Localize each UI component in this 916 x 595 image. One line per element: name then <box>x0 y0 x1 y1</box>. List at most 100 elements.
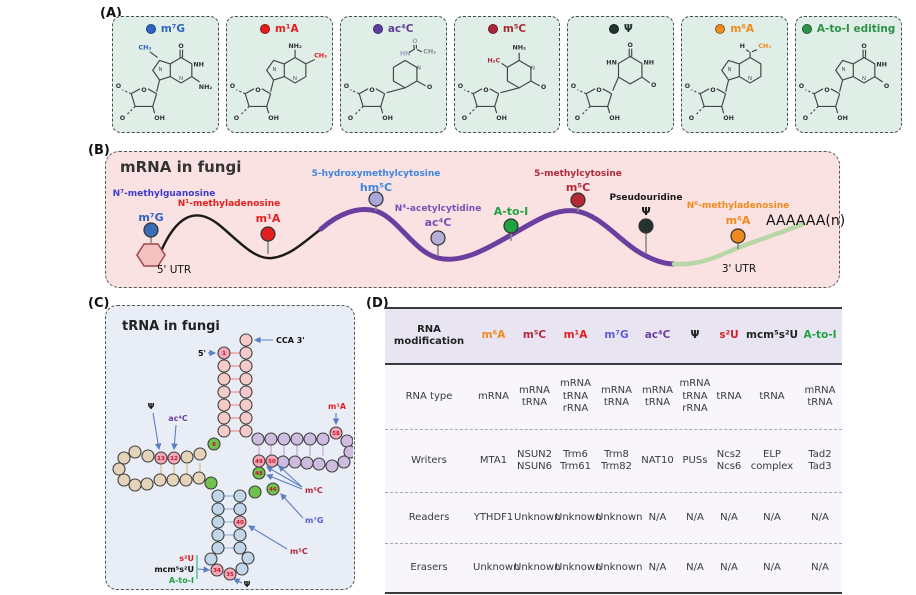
t-arm <box>251 426 357 473</box>
panel-d-modification-table: RNA modification m⁶A m⁵C m¹A m⁷G ac⁴C Ψ … <box>385 307 842 594</box>
table-row-readers: Readers YTHDF1 Unknown Unknown Unknown N… <box>385 493 842 544</box>
ac4c-label: ac⁴C <box>168 414 188 423</box>
svg-text:OH: OH <box>154 115 165 122</box>
mark-label-full: N⁷-methylguanosine <box>112 189 216 199</box>
card-header: m⁷G <box>113 21 218 37</box>
table-cell: N/A <box>811 561 829 573</box>
m6a-circle <box>730 228 746 244</box>
svg-text:O: O <box>685 83 691 90</box>
svg-text:46: 46 <box>269 487 277 493</box>
svg-text:O: O <box>799 83 805 90</box>
table-cell: Unknown <box>514 561 561 573</box>
m7g-label: m⁷G <box>305 516 323 525</box>
panel-c-title: tRNA in fungi <box>122 319 220 334</box>
svg-text:O: O <box>412 38 418 45</box>
modified-green-circle <box>204 476 218 490</box>
table-cell: N/A <box>720 561 738 573</box>
table-cell: PUSs <box>682 454 708 466</box>
table-cell: mRNA tRNA rRNA <box>559 378 591 415</box>
svg-text:O: O <box>427 84 433 91</box>
panel-b-title: mRNA in fungi <box>120 158 242 176</box>
mark-label-short: Ψ <box>641 205 651 218</box>
mark-label-full: N⁴-acetylcytidine <box>394 204 482 214</box>
three-utr-label: 3' UTR <box>721 263 757 275</box>
table-row-writers: Writers MTA1 NSUN2 NSUN6 Trm6 Trm61 Trm8… <box>385 430 842 493</box>
mark-label-full: 5-methylcytosine <box>534 169 622 179</box>
svg-text:O: O <box>540 84 546 91</box>
svg-text:NH₂: NH₂ <box>288 43 302 50</box>
header-cell: ac⁴C <box>644 329 671 342</box>
m1a-label: m¹A <box>328 402 347 411</box>
table-cell: N/A <box>686 561 704 573</box>
svg-text:O: O <box>575 115 581 122</box>
table-cell: NAT10 <box>641 454 674 466</box>
trna-cloverleaf-graphic: 1 8 12 13 58 50 49 48 46 40 34 35 tRNA i… <box>112 319 357 589</box>
svg-text:40: 40 <box>236 520 244 526</box>
table-cell: Unknown <box>473 561 520 573</box>
svg-text:O: O <box>141 87 147 94</box>
row-label: Writers <box>411 454 447 466</box>
m5c-circle <box>570 192 586 208</box>
table-cell: Unknown <box>514 511 561 523</box>
svg-text:O: O <box>571 83 577 90</box>
mark-label-full: N⁶-methyladenosine <box>686 201 790 211</box>
hm5c-circle <box>368 191 384 207</box>
table-cell: mRNA tRNA <box>804 384 836 409</box>
mark-label-short: m⁶A <box>725 214 751 227</box>
header-cell: RNA modification <box>393 323 465 348</box>
svg-text:O: O <box>230 83 236 90</box>
base-pair-lines <box>160 352 324 549</box>
m1a-circle <box>260 226 276 242</box>
svg-text:O: O <box>344 83 350 90</box>
svg-text:48: 48 <box>255 471 263 477</box>
svg-text:N: N <box>293 76 297 82</box>
table-cell: mRNA <box>477 390 509 402</box>
cca-label: CCA 3' <box>276 336 305 345</box>
m1a-label: m¹A <box>274 23 299 35</box>
svg-text:HN: HN <box>607 59 618 66</box>
svg-text:35: 35 <box>226 572 234 578</box>
m7g-label: m⁷G <box>160 23 186 35</box>
poly-a-tail-label: AAAAAA(n) <box>766 213 846 229</box>
mark-label-full: 5-hydroxymethylcytosine <box>311 169 441 179</box>
mark-label-short: m⁵C <box>565 181 591 194</box>
svg-text:O: O <box>597 87 603 94</box>
s2u-label: s²U <box>179 554 194 563</box>
svg-text:N: N <box>862 76 866 82</box>
svg-text:HN: HN <box>400 51 411 58</box>
svg-text:49: 49 <box>255 459 263 465</box>
mark-label-short: m¹A <box>255 212 281 225</box>
svg-text:O: O <box>628 42 634 49</box>
panel-b-mrna-map: mRNA in fungi N⁷-methylguanosine m⁷G N¹-… <box>105 151 845 288</box>
table-cell: tRNA <box>759 390 785 402</box>
m5c-t-label: m⁵C <box>305 486 323 495</box>
m5c-label: m⁵C <box>502 23 527 35</box>
svg-text:O: O <box>234 115 240 122</box>
svg-text:O: O <box>461 115 467 122</box>
table-cell: YTHDF1 <box>473 511 514 523</box>
modification-card-ac4c: ac⁴C O OH O O HN O CH₃ N <box>339 16 447 133</box>
card-header: m⁶A <box>682 21 787 37</box>
table-cell: Trm8 Trm82 <box>600 448 633 473</box>
header-cell: Ψ <box>690 329 700 342</box>
atoi-structure: O OH O O O NH O N N <box>799 43 890 122</box>
svg-text:NH₂: NH₂ <box>199 84 213 91</box>
five-utr-label: 5' UTR <box>156 264 192 276</box>
svg-text:O: O <box>178 43 184 50</box>
m5c-color-dot <box>487 24 498 34</box>
table-cell: N/A <box>686 511 704 523</box>
m5c-an-label: m⁵C <box>290 547 308 556</box>
m7g-color-dot <box>145 24 156 34</box>
utr5-segment <box>157 214 323 260</box>
mark-label-short: A-to-I <box>493 205 529 218</box>
svg-text:N: N <box>272 67 276 73</box>
svg-text:O: O <box>711 87 717 94</box>
mark-label-short: hm⁵C <box>359 181 393 194</box>
m6a-structure: O OH O O H CH₃ N N <box>685 43 772 122</box>
row-label: Erasers <box>410 561 448 573</box>
svg-text:N: N <box>159 67 163 73</box>
table-row-rna-type: RNA type mRNA mRNA tRNA mRNA tRNA rRNA m… <box>385 365 842 430</box>
table-cell: NSUN2 NSUN6 <box>517 448 552 473</box>
table-cell: Unknown <box>555 511 602 523</box>
anticodon-arm <box>204 489 255 581</box>
